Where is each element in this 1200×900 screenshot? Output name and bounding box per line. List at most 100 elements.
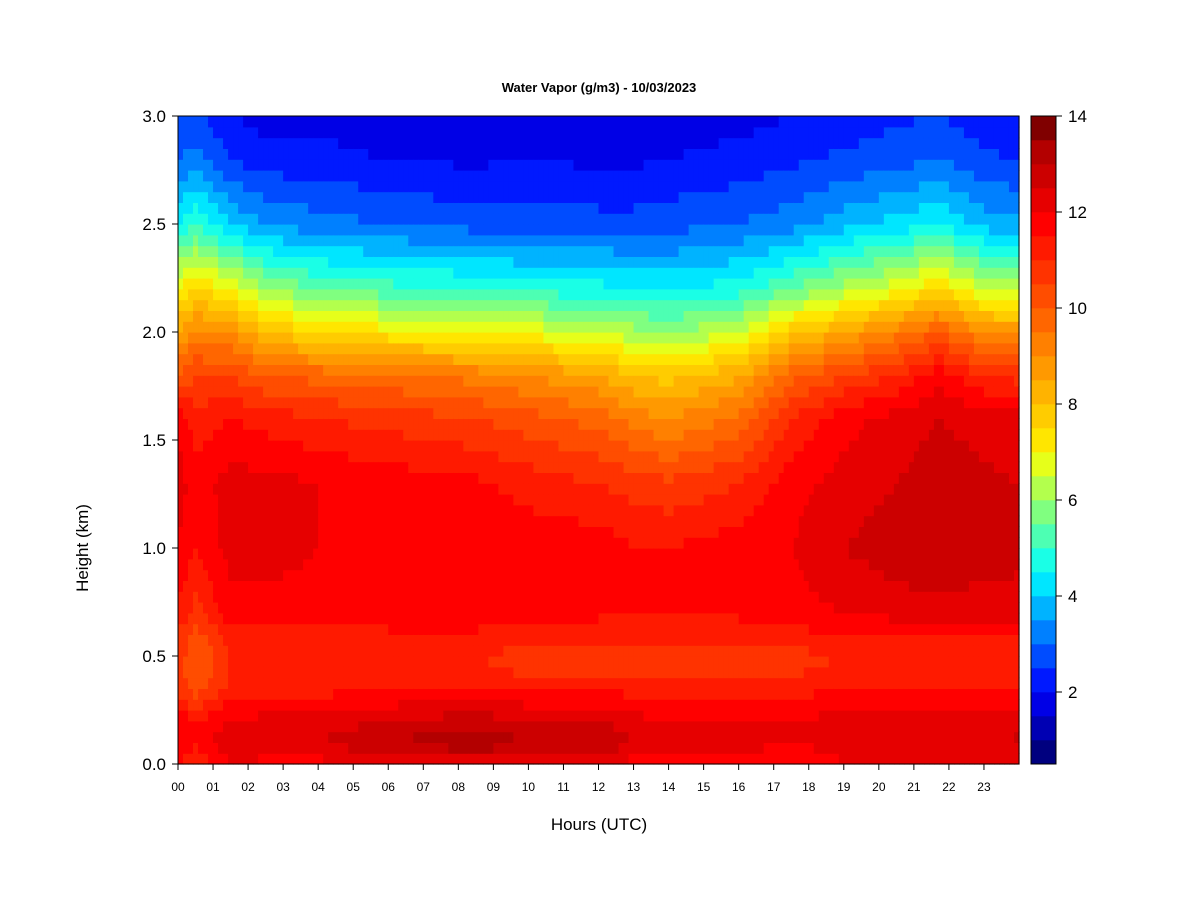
- heatmap-cell: [313, 245, 319, 257]
- heatmap-cell: [433, 612, 439, 625]
- heatmap-cell: [468, 299, 474, 311]
- heatmap-cell: [438, 569, 444, 581]
- heatmap-cell: [583, 580, 590, 592]
- heatmap-cell: [453, 699, 459, 711]
- heatmap-cell: [498, 191, 504, 203]
- heatmap-cell: [253, 386, 259, 398]
- heatmap-cell: [288, 353, 294, 365]
- heatmap-cell: [523, 569, 530, 581]
- heatmap-cell: [188, 720, 194, 733]
- heatmap-cell: [193, 634, 199, 646]
- heatmap-cell: [498, 116, 504, 128]
- heatmap-cell: [318, 450, 324, 463]
- heatmap-cell: [353, 267, 359, 279]
- heatmap-cell: [528, 504, 535, 517]
- heatmap-cell: [288, 278, 294, 290]
- heatmap-cell: [338, 224, 344, 236]
- heatmap-cell: [203, 688, 209, 700]
- heatmap-cell: [223, 623, 229, 635]
- heatmap-cell: [443, 440, 449, 452]
- heatmap-cell: [353, 472, 359, 484]
- heatmap-cell: [308, 677, 314, 689]
- heatmap-cell: [468, 170, 474, 182]
- heatmap-cell: [508, 602, 514, 614]
- heatmap-cell: [313, 288, 319, 301]
- heatmap-cell: [198, 418, 204, 430]
- heatmap-cell: [323, 526, 329, 538]
- heatmap-cell: [178, 591, 184, 603]
- heatmap-cell: [418, 267, 424, 279]
- heatmap-cell: [398, 515, 404, 527]
- heatmap-cell: [253, 472, 259, 484]
- heatmap-cell: [273, 267, 279, 279]
- heatmap-cell: [358, 288, 364, 301]
- heatmap-cell: [358, 634, 364, 646]
- heatmap-cell: [353, 342, 359, 355]
- heatmap-cell: [558, 483, 565, 495]
- heatmap-cell: [523, 418, 530, 430]
- heatmap-cell: [268, 688, 274, 700]
- heatmap-cell: [498, 148, 504, 160]
- heatmap-cell: [398, 418, 404, 430]
- heatmap-cell: [293, 710, 299, 722]
- heatmap-cell: [183, 170, 189, 182]
- heatmap-cell: [568, 170, 575, 182]
- heatmap-cell: [388, 558, 394, 571]
- heatmap-cell: [428, 623, 434, 635]
- heatmap-cell: [328, 299, 334, 311]
- heatmap-cell: [488, 699, 494, 711]
- heatmap-cell: [353, 332, 359, 344]
- heatmap-cell: [353, 310, 359, 322]
- heatmap-cell: [588, 450, 595, 463]
- heatmap-cell: [393, 191, 399, 203]
- heatmap-cell: [348, 656, 354, 668]
- heatmap-cell: [518, 375, 525, 387]
- heatmap-cell: [363, 623, 369, 635]
- heatmap-cell: [588, 407, 595, 419]
- heatmap-cell: [363, 126, 369, 139]
- heatmap-cell: [193, 267, 199, 279]
- heatmap-cell: [568, 558, 575, 571]
- heatmap-cell: [468, 440, 474, 452]
- heatmap-cell: [203, 342, 209, 355]
- heatmap-cell: [208, 180, 214, 193]
- heatmap-cell: [573, 526, 580, 538]
- heatmap-cell: [403, 504, 409, 517]
- heatmap-cell: [443, 396, 449, 409]
- heatmap-cell: [443, 364, 449, 376]
- heatmap-cell: [538, 591, 545, 603]
- heatmap-cell: [253, 677, 259, 689]
- heatmap-cell: [413, 396, 419, 409]
- heatmap-cell: [228, 213, 234, 225]
- heatmap-cell: [508, 558, 514, 571]
- heatmap-cell: [388, 742, 394, 754]
- heatmap-cell: [263, 429, 269, 441]
- heatmap-cell: [243, 602, 249, 614]
- heatmap-cell: [178, 461, 184, 473]
- heatmap-cell: [268, 591, 274, 603]
- heatmap-cell: [213, 450, 219, 463]
- heatmap-cell: [183, 699, 189, 711]
- heatmap-cell: [393, 116, 399, 128]
- heatmap-cell: [523, 375, 530, 387]
- heatmap-cell: [533, 159, 540, 171]
- heatmap-cell: [488, 180, 494, 193]
- heatmap-cell: [558, 753, 565, 765]
- heatmap-cell: [323, 472, 329, 484]
- heatmap-cell: [198, 504, 204, 517]
- heatmap-cell: [458, 569, 464, 581]
- heatmap-cell: [493, 321, 499, 333]
- heatmap-cell: [328, 137, 334, 149]
- heatmap-cell: [238, 234, 244, 247]
- heatmap-cell: [258, 591, 264, 603]
- heatmap-cell: [363, 537, 369, 549]
- heatmap-cell: [473, 234, 479, 247]
- heatmap-cell: [438, 159, 444, 171]
- heatmap-cell: [308, 472, 314, 484]
- heatmap-cell: [328, 656, 334, 668]
- heatmap-cell: [528, 386, 535, 398]
- heatmap-cell: [443, 494, 449, 506]
- heatmap-cell: [553, 504, 560, 517]
- heatmap-cell: [363, 234, 369, 247]
- heatmap-cell: [233, 288, 239, 301]
